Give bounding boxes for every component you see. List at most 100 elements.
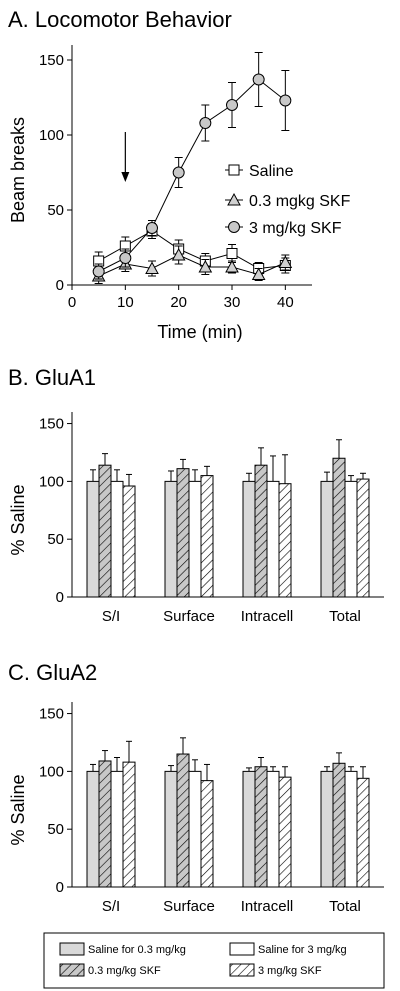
panel-a-y-axis-label: Beam breaks [8, 117, 28, 223]
legend-label-saline-3: Saline for 3 mg/kg [258, 944, 347, 956]
data-point-triangle [198, 259, 213, 273]
panel-b-category-label: S/I [102, 608, 120, 625]
panel-b-y-axis-label: % Saline [8, 484, 28, 555]
data-point-circle [199, 117, 212, 129]
legend-label-0-3-skf: 0.3 mgkg SKF [249, 193, 351, 210]
series-line-1 [98, 254, 286, 277]
panel-a-x-tick-label: 30 [224, 294, 241, 311]
data-point-circle [92, 265, 105, 278]
legend-label-3-skf: 3 mg/kg SKF [249, 220, 342, 237]
panel-c-category-label: S/I [102, 898, 120, 915]
white-swatch-icon [229, 942, 255, 956]
legend-label-saline: Saline [249, 163, 294, 180]
panel-b-bar [86, 480, 100, 598]
panel-c-bar [254, 766, 268, 888]
panel-c-bar [86, 770, 100, 888]
panel-c-category-label: Intracell [241, 898, 294, 915]
panel-b-bar-chart: B. GluA1 % Saline 0 50 100 150 S/I Surface In… [8, 365, 384, 625]
legend-item-0-3-skf: 0.3 mgkg SKF [225, 192, 351, 210]
legend-box [43, 932, 385, 989]
panel-b-bar [176, 468, 190, 598]
panel-c-bar [242, 770, 256, 888]
panel-a-x-tick-label: 10 [117, 294, 134, 311]
panel-c-y-axis-label: % Saline [8, 774, 28, 845]
panel-c-bar [356, 777, 370, 888]
panel-b-category-label: Surface [163, 608, 215, 625]
panel-c-bar [164, 770, 178, 888]
panel-b-bar [122, 485, 136, 598]
series-line-2 [98, 78, 286, 272]
panel-a-line-chart: A. Locomotor Behavior Beam breaks Time (… [8, 7, 351, 342]
panel-b-bar [242, 480, 256, 598]
data-point-triangle [171, 247, 186, 261]
panel-a-y-tick-label: 50 [47, 202, 64, 219]
legend-item-saline-3: Saline for 3 mg/kg [229, 942, 347, 956]
panel-c-category-label: Total [329, 898, 361, 915]
panel-b-bar [98, 464, 112, 598]
panel-c-bar [200, 780, 214, 888]
panel-b-category-label: Total [329, 608, 361, 625]
panel-c-bar [332, 762, 346, 888]
square-marker-icon [228, 164, 240, 176]
panel-c-title: C. GluA2 [8, 660, 97, 685]
circle-marker-icon [228, 221, 240, 233]
panel-a-x-axis-label: Time (min) [157, 322, 242, 342]
data-point-triangle [251, 267, 266, 280]
panel-a-y-tick-label: 0 [56, 277, 64, 294]
legend-item-saline-0-3: Saline for 0.3 mg/kg [59, 942, 186, 956]
panel-a-x-tick-label: 20 [170, 294, 187, 311]
panel-b-bar [278, 483, 292, 598]
panel-c-y-tick-label: 100 [39, 763, 64, 780]
panel-a-y-tick-label: 100 [39, 127, 64, 144]
panel-c-y-tick-label: 50 [47, 821, 64, 838]
panel-a-y-tick-label: 150 [39, 52, 64, 69]
panel-c-bar [344, 770, 358, 888]
panel-b-y-tick-label: 0 [56, 589, 64, 606]
panel-c-bar [122, 761, 136, 888]
data-point-circle [119, 252, 132, 264]
panel-c-bar [266, 770, 280, 888]
panel-b-y-tick-label: 50 [47, 531, 64, 548]
legend-item-3-skf: 3 mg/kg SKF [225, 220, 342, 237]
legend-label-skf-0-3: 0.3 mg/kg SKF [88, 965, 161, 977]
panel-b-category-label: Intracell [241, 608, 294, 625]
legend-label-saline-0-3: Saline for 0.3 mg/kg [88, 944, 186, 956]
arrow-head-icon [121, 172, 130, 182]
panel-a-legend: Saline 0.3 mgkg SKF 3 mg/kg SKF [225, 163, 351, 237]
panel-c-category-label: Surface [163, 898, 215, 915]
gray-swatch-icon [59, 942, 85, 956]
panel-c-bar [176, 753, 190, 888]
panel-c-bar [110, 770, 124, 888]
panel-b-bar [200, 475, 214, 598]
data-point-circle [252, 73, 265, 86]
legend-item-skf-3: 3 mg/kg SKF [229, 963, 322, 977]
panel-b-bar [188, 480, 202, 598]
panel-c-bar [98, 760, 112, 888]
panel-c-bar-chart: C. GluA2 % Saline 0 50 100 150 S/I Surface In… [8, 660, 384, 915]
data-point-triangle [145, 261, 159, 274]
bar-legend: Saline for 0.3 mg/kg Saline for 3 mg/kg … [43, 932, 385, 989]
data-point-circle [172, 166, 185, 179]
panel-b-bar [356, 478, 370, 598]
panel-c-y-tick-label: 0 [56, 879, 64, 896]
panel-b-bar [110, 480, 124, 598]
panel-a-x-tick-label: 0 [68, 294, 76, 311]
data-point-triangle [225, 259, 239, 273]
panel-b-bar [344, 480, 358, 598]
panel-b-title: B. GluA1 [8, 365, 96, 390]
panel-b-bar [164, 480, 178, 598]
white-hatched-swatch-icon [229, 963, 255, 977]
panel-a-x-tick-label: 40 [277, 294, 294, 311]
triangle-marker-icon [227, 192, 241, 206]
panel-b-bar [320, 480, 334, 598]
data-point-triangle [278, 255, 293, 268]
panel-a-title: A. Locomotor Behavior [8, 7, 232, 32]
panel-c-bar [278, 776, 292, 888]
legend-label-skf-3: 3 mg/kg SKF [258, 965, 322, 977]
panel-c-y-tick-label: 150 [39, 706, 64, 723]
gray-hatched-swatch-icon [59, 963, 85, 977]
data-point-circle [226, 99, 238, 111]
panel-b-y-tick-label: 100 [39, 473, 64, 490]
data-point-circle [146, 222, 158, 234]
